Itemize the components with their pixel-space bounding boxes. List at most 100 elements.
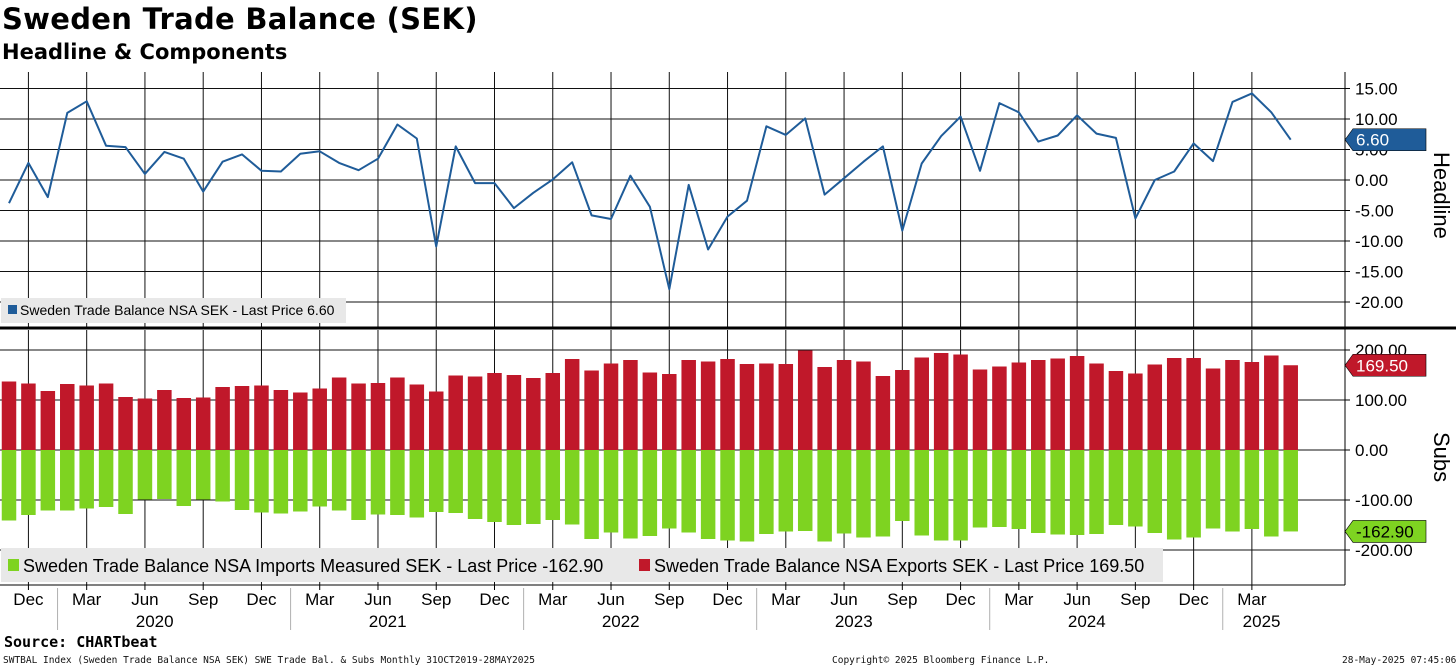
export-bar <box>506 375 522 450</box>
import-bar <box>933 450 949 541</box>
import-bar <box>856 450 871 538</box>
import-bar <box>778 450 794 532</box>
import-bar <box>759 450 774 534</box>
export-bar <box>312 388 327 450</box>
import-bar <box>409 450 425 518</box>
x-tick-label-month: Jun <box>830 590 857 609</box>
import-bar <box>157 450 172 499</box>
import-bar <box>331 450 347 511</box>
import-bar <box>972 450 988 528</box>
last-value-tag-headline: 6.60 <box>1344 128 1427 152</box>
chart-subtitle: Headline & Components <box>2 40 288 64</box>
x-tick-label-month: Mar <box>1004 590 1034 609</box>
y-tick-label-headline: -10.00 <box>1355 232 1403 251</box>
import-bar <box>273 450 289 514</box>
import-bar <box>215 450 230 502</box>
x-tick-label-year: 2021 <box>369 612 407 631</box>
export-bar <box>759 363 774 450</box>
y-tick-label-headline: -20.00 <box>1355 293 1403 312</box>
export-bar <box>254 385 269 450</box>
import-bar <box>739 450 755 542</box>
export-bar <box>1128 373 1143 450</box>
import-bar <box>1205 450 1221 529</box>
x-tick-label-year: 2024 <box>1068 612 1106 631</box>
import-bar <box>21 450 36 515</box>
export-bar <box>98 383 114 450</box>
import-bar <box>40 450 56 511</box>
export-bar <box>875 376 891 450</box>
import-bar <box>234 450 250 510</box>
import-bar <box>79 450 94 509</box>
import-bar <box>1011 450 1027 529</box>
export-bar <box>370 383 386 450</box>
legend-swatch-headline <box>8 305 17 314</box>
x-tick-label-month: Dec <box>479 590 510 609</box>
export-bar <box>972 369 988 450</box>
export-bar <box>856 361 871 450</box>
import-bar <box>953 450 968 541</box>
axis-title-headline: Headline <box>1429 152 1454 239</box>
copyright-text: Copyright© 2025 Bloomberg Finance L.P. <box>832 655 1050 666</box>
import-bar <box>1225 450 1240 532</box>
import-bar <box>1108 450 1124 525</box>
import-bar <box>312 450 327 507</box>
axis-title-subs: Subs <box>1429 432 1454 482</box>
import-bar <box>1069 450 1085 535</box>
export-bar <box>1089 363 1104 450</box>
export-bar <box>1050 358 1065 450</box>
import-bar <box>390 450 405 515</box>
import-bar <box>351 450 366 520</box>
export-bar <box>137 398 153 450</box>
x-tick-label-month: Mar <box>771 590 801 609</box>
export-bar <box>526 378 541 450</box>
import-bar <box>98 450 114 507</box>
source-label: Source: CHARTbeat <box>4 633 158 651</box>
legend-label-headline: Sweden Trade Balance NSA SEK - Last Pric… <box>20 302 335 318</box>
last-value-tag-imports-text: -162.90 <box>1356 522 1414 541</box>
export-bar <box>1225 360 1240 450</box>
import-bar <box>428 450 444 512</box>
import-bar <box>584 450 599 539</box>
export-bar <box>118 397 133 450</box>
import-bar <box>1166 450 1182 540</box>
export-bar <box>545 373 561 450</box>
import-bar <box>1031 450 1046 533</box>
x-tick-label-month: Sep <box>654 590 684 609</box>
chart-title: Sweden Trade Balance (SEK) <box>2 2 478 36</box>
export-bar <box>1108 371 1124 450</box>
import-bar <box>875 450 891 537</box>
import-bar <box>448 450 463 513</box>
import-bar <box>254 450 269 513</box>
legend-label-imports: Sweden Trade Balance NSA Imports Measure… <box>23 556 603 576</box>
import-bar <box>564 450 580 525</box>
import-bar <box>545 450 561 520</box>
import-bar <box>370 450 386 515</box>
export-bar <box>895 370 910 450</box>
export-bar <box>448 375 463 450</box>
y-tick-label-subs: 0.00 <box>1355 441 1388 460</box>
legend-swatch-exports <box>639 559 650 571</box>
x-tick-label-month: Mar <box>538 590 568 609</box>
export-bar <box>584 370 599 450</box>
x-tick-label-month: Dec <box>13 590 44 609</box>
x-tick-label-month: Mar <box>1237 590 1267 609</box>
headline-series-line <box>8 92 1292 291</box>
last-value-tag-exports: 169.50 <box>1344 353 1427 377</box>
import-bar <box>1 450 17 521</box>
x-tick-label-month: Dec <box>1179 590 1210 609</box>
legend-box-headline <box>1 298 346 323</box>
y-tick-label-headline: -5.00 <box>1355 202 1394 221</box>
import-bar <box>797 450 813 531</box>
export-bar <box>836 360 852 450</box>
legend-box-subs <box>1 548 1163 582</box>
y-tick-label-subs: -100.00 <box>1355 491 1413 510</box>
export-bar <box>1147 364 1163 450</box>
import-bar <box>60 450 75 511</box>
x-tick-label-year: 2020 <box>136 612 174 631</box>
x-tick-label-year: 2022 <box>602 612 640 631</box>
x-tick-label-month: Jun <box>597 590 624 609</box>
import-bar <box>526 450 541 524</box>
import-bar <box>195 450 211 500</box>
export-bar <box>817 367 832 450</box>
export-bar <box>273 390 289 450</box>
